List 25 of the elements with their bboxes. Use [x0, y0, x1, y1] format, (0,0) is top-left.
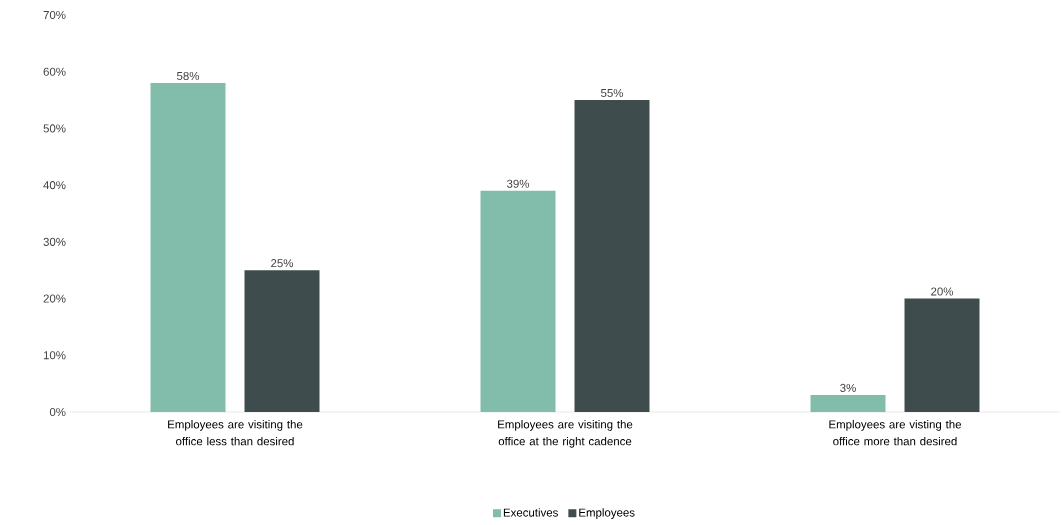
- y-tick-label: 0%: [49, 407, 66, 417]
- y-tick-label: 10%: [43, 351, 66, 360]
- data-label: 39%: [506, 179, 530, 188]
- y-tick-label: 60%: [43, 67, 66, 76]
- data-label: 3%: [840, 383, 856, 392]
- data-label: 55%: [600, 88, 624, 98]
- bar: [244, 270, 320, 412]
- legend-label: Employees: [579, 508, 635, 519]
- y-tick-label: 40%: [43, 181, 66, 190]
- y-tick-label: 30%: [43, 237, 66, 246]
- y-tick-label: 50%: [43, 124, 66, 133]
- x-tick-label: Employees are visiting the office at the right cadence: [498, 420, 633, 448]
- bar: [574, 100, 650, 412]
- data-label: 20%: [931, 287, 954, 296]
- x-tick-label: Employees are visting the office more than desired: [829, 420, 962, 446]
- legend-label: Executives: [503, 508, 558, 517]
- bar: [904, 298, 980, 412]
- bar: [480, 190, 556, 412]
- data-label: 58%: [176, 71, 200, 81]
- y-tick-label: 70%: [43, 10, 66, 20]
- x-tick-label: Employees are visiting the office less than desired: [168, 420, 303, 446]
- bar: [150, 83, 226, 412]
- y-tick-label: 20%: [43, 294, 66, 303]
- bar: [810, 394, 886, 412]
- data-label: 25%: [271, 259, 294, 268]
